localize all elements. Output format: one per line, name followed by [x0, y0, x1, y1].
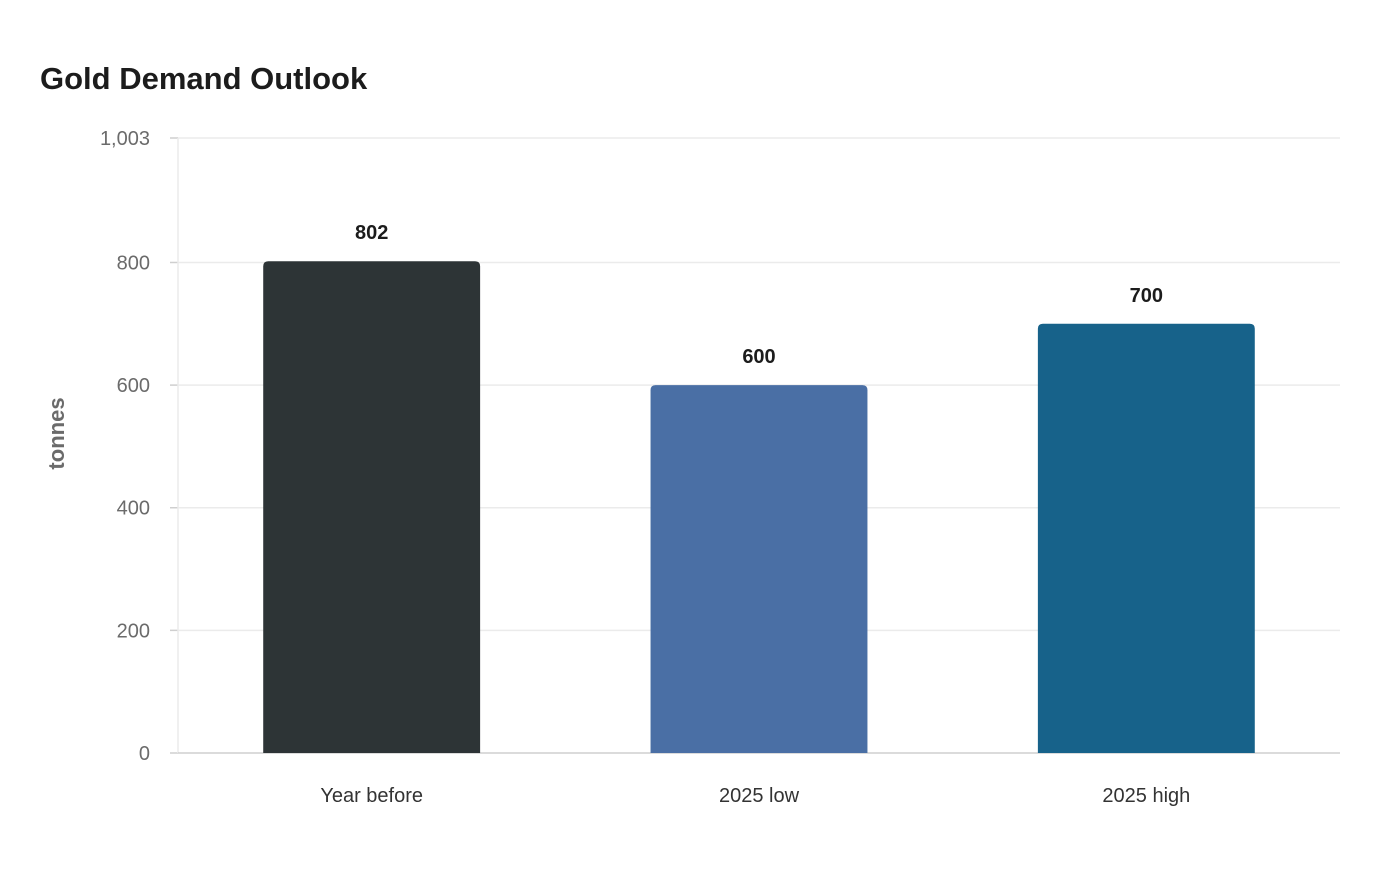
data-label: 802: [355, 222, 388, 244]
y-axis-title: tonnes: [44, 397, 69, 469]
y-tick-label: 200: [117, 620, 150, 642]
bars: [263, 261, 1255, 753]
bar: [650, 385, 868, 753]
chart-title: Gold Demand Outlook: [40, 61, 368, 96]
bar: [263, 261, 481, 753]
y-tick-label: 400: [117, 498, 150, 520]
x-tick-label: 2025 low: [719, 785, 800, 807]
y-tick-label: 600: [117, 375, 150, 397]
y-tick-label: 0: [139, 743, 150, 765]
labels: 0 200 400 600 800 1,003 tonnes 802 Year before 60…: [44, 128, 1190, 807]
bar: [1037, 323, 1255, 753]
y-tick-label: 1,003: [100, 128, 150, 150]
y-tick-label: 800: [117, 252, 150, 274]
x-tick-label: Year before: [320, 785, 423, 807]
data-label: 600: [742, 346, 775, 368]
data-label: 700: [1130, 285, 1163, 307]
x-tick-label: 2025 high: [1102, 785, 1190, 807]
